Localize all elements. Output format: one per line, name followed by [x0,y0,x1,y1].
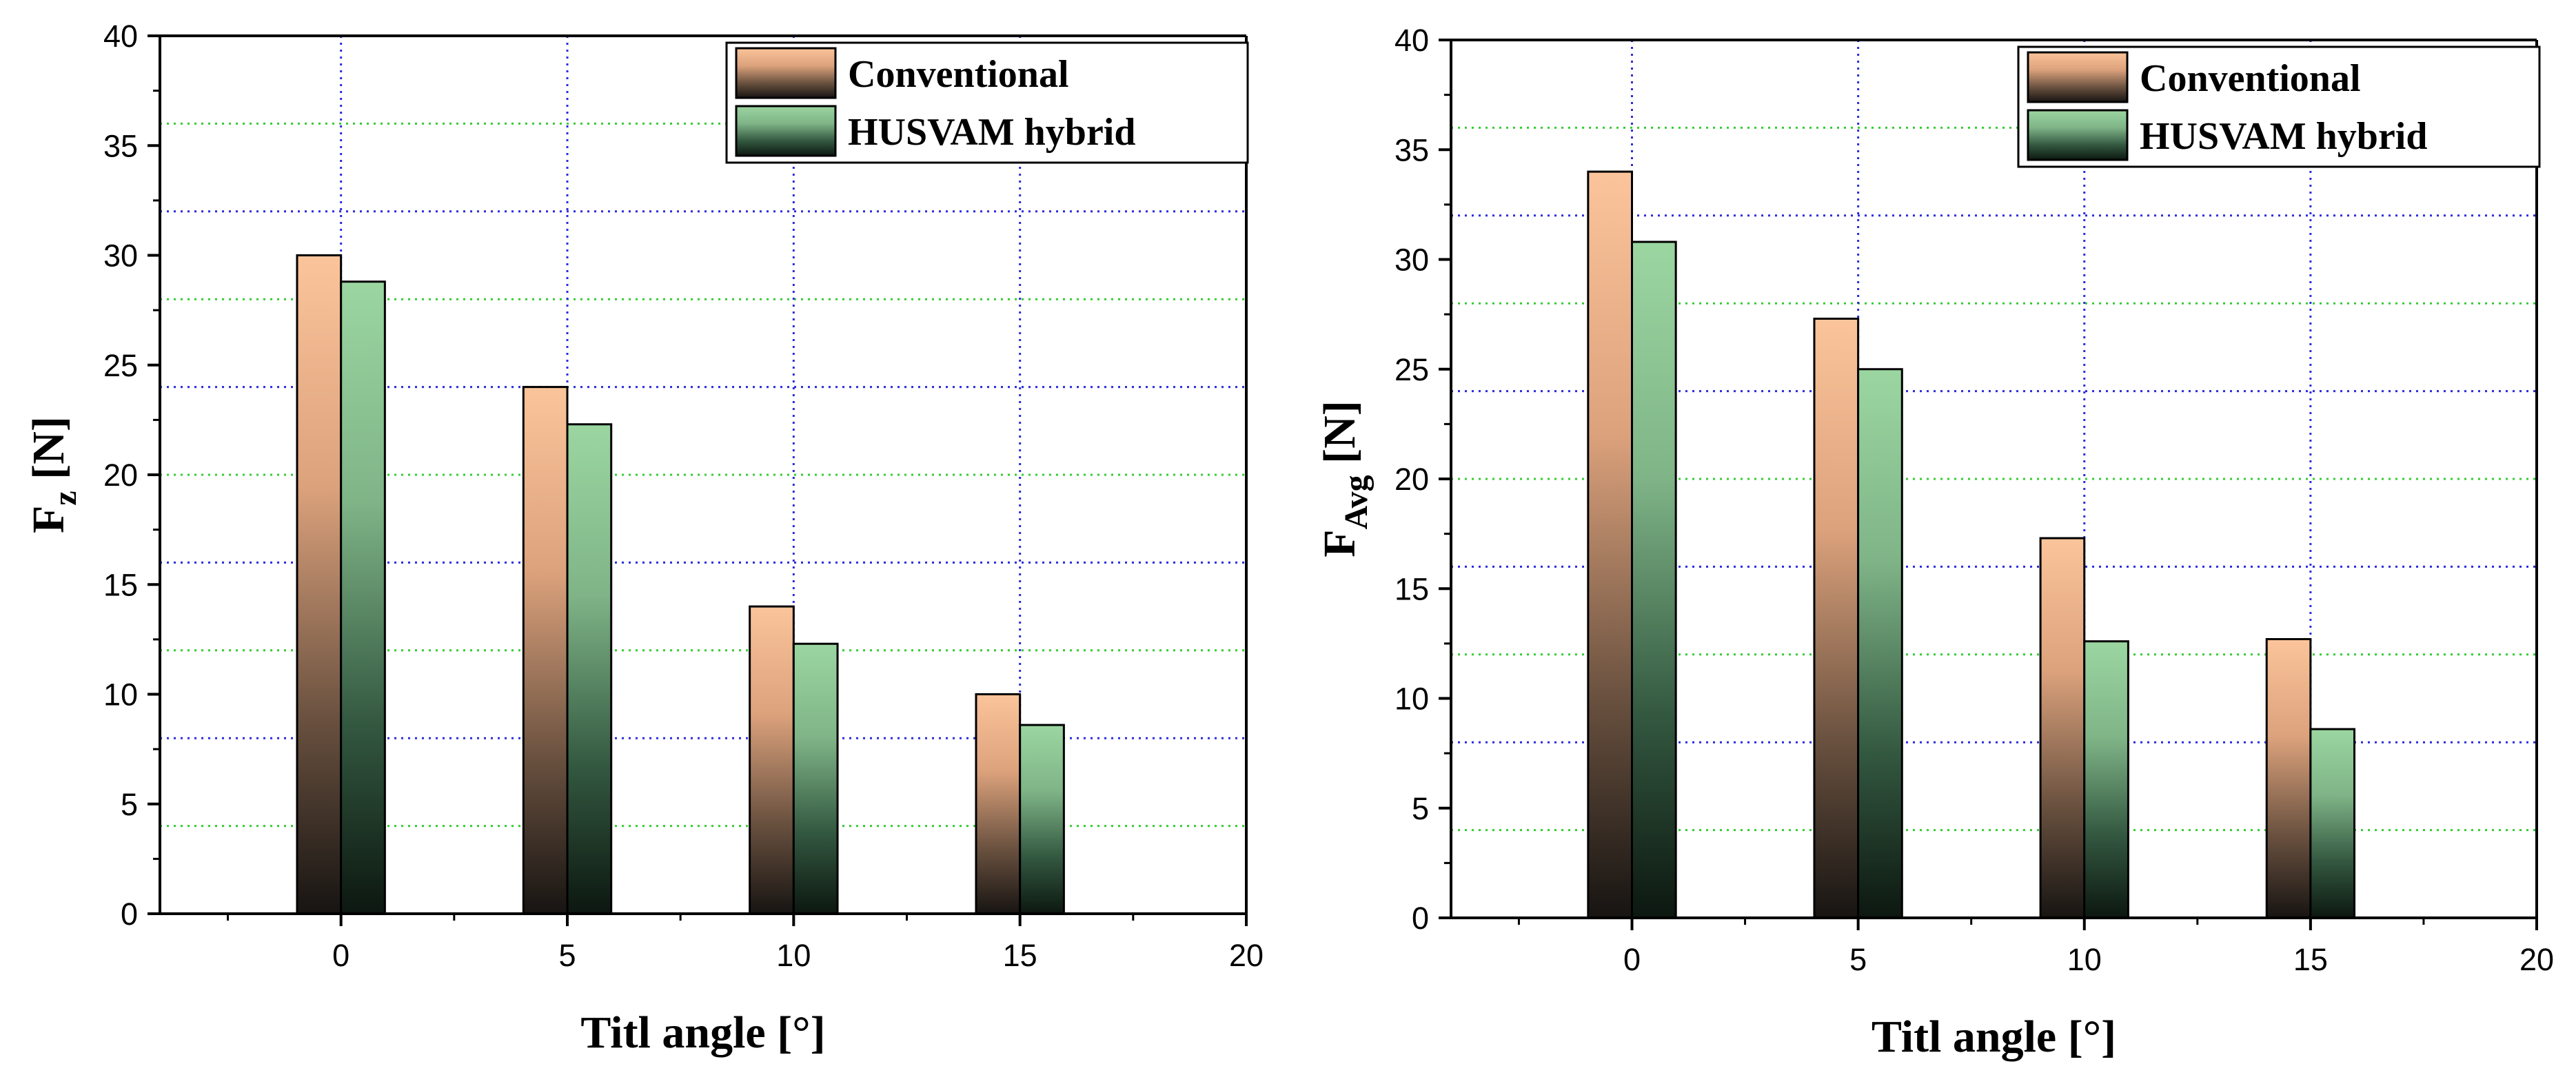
legend-swatch-conventional [2027,51,2129,103]
bar-conventional [522,386,569,915]
bar-conventional [749,605,795,915]
chart-favg: 0 5 10 15 20 25 30 35 40 0 5 10 15 20 Titl angle [°] FA… [1315,23,2554,1062]
y-tick-label: 15 [1395,571,1429,606]
bar-conventional [2039,537,2086,919]
x-tick-label: 15 [1003,938,1037,973]
chart-fz: 0 5 10 15 20 25 30 35 40 0 5 10 15 20 Titl angle [°] Fz… [23,19,1264,1058]
bar-husvam-hybrid [792,642,839,915]
bar-husvam-hybrid [2309,728,2356,919]
x-tick-label: 5 [1849,942,1867,977]
legend-swatch-husvam-hybrid [2027,109,2129,161]
bar-husvam-hybrid [1631,240,1677,919]
x-tick-label: 10 [2067,942,2102,977]
y-tick-label: 40 [1395,23,1429,58]
legend-label-husvam-hybrid: HUSVAM hybrid [848,111,1136,154]
y-axis-title-subscript: z [47,491,83,505]
y-tick-label: 5 [121,787,138,822]
y-tick-label: 10 [1395,682,1429,717]
bar-conventional [1813,317,1860,919]
y-tick-label: 30 [1395,243,1429,278]
y-tick-label: 25 [103,348,138,383]
bar-husvam-hybrid [566,423,613,915]
legend-label-conventional: Conventional [848,53,1069,96]
y-tick-label: 15 [103,567,138,602]
y-tick-label: 0 [121,897,138,932]
legend-label-husvam-hybrid: HUSVAM hybrid [2140,115,2428,158]
x-tick-label: 5 [558,938,576,973]
y-tick-label: 35 [1395,132,1429,167]
x-tick-label: 0 [1623,942,1641,977]
legend-swatch-husvam-hybrid [735,105,837,157]
bar-conventional [975,693,1022,915]
y-tick-label: 20 [103,458,138,493]
bar-husvam-hybrid [1857,368,1903,919]
x-axis-title: Titl angle [°] [1872,1012,2116,1062]
x-tick-label: 0 [332,938,349,973]
bar-husvam-hybrid [2083,640,2129,919]
bar-conventional [2265,638,2312,919]
y-tick-label: 20 [1395,462,1429,497]
y-tick-label: 35 [103,128,138,163]
bar-husvam-hybrid [1019,724,1065,915]
legend-label-conventional: Conventional [2140,57,2361,100]
y-axis-title-main: F [1315,529,1365,557]
x-axis-title: Titl angle [°] [580,1007,825,1058]
x-tick-label: 15 [2293,942,2328,977]
y-axis-title: FAvg [N] [1315,400,1375,557]
bar-conventional [296,254,343,915]
y-tick-label: 5 [1412,791,1429,826]
y-axis-title: Fz [N] [23,416,83,533]
y-axis-title-main: F [23,506,74,533]
y-tick-label: 30 [103,238,138,274]
x-tick-label: 10 [776,938,811,973]
x-tick-label: 20 [2519,942,2554,977]
y-axis-title-unit: [N] [23,416,74,491]
y-tick-label: 40 [103,19,138,54]
y-axis-title-unit: [N] [1315,400,1365,475]
x-tick-label: 20 [1229,938,1264,973]
y-tick-label: 25 [1395,352,1429,387]
y-tick-label: 0 [1412,901,1429,936]
legend-swatch-conventional [735,47,837,99]
y-tick-label: 10 [103,677,138,713]
bar-husvam-hybrid [340,280,386,915]
bar-conventional [1587,170,1633,919]
y-axis-title-subscript: Avg [1338,475,1375,529]
